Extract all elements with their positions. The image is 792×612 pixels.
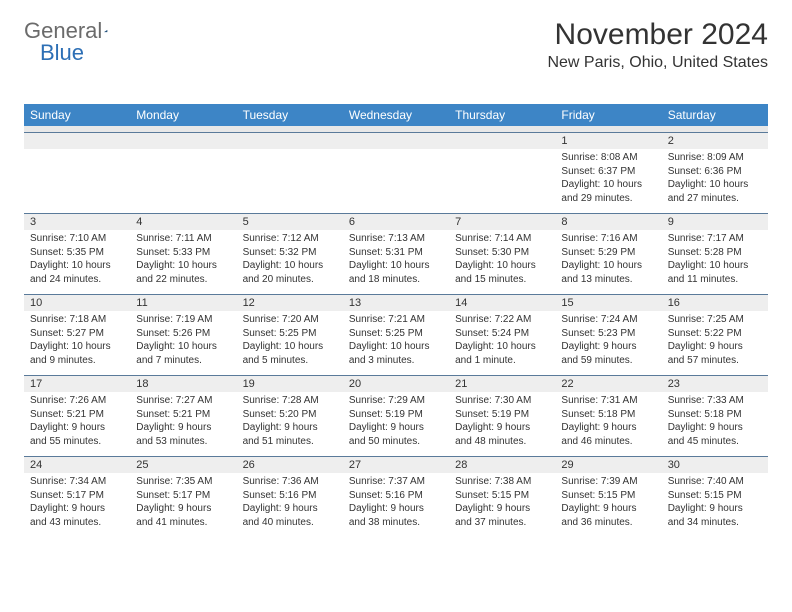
day-cell: Sunrise: 7:27 AM Sunset: 5:21 PM Dayligh…	[130, 392, 236, 456]
date-cell: 3	[24, 213, 130, 230]
date-cell: 24	[24, 456, 130, 473]
day-cell	[24, 149, 130, 213]
date-cell: 7	[449, 213, 555, 230]
date-cell: 5	[237, 213, 343, 230]
day-cell: Sunrise: 7:30 AM Sunset: 5:19 PM Dayligh…	[449, 392, 555, 456]
month-title: November 2024	[547, 18, 768, 52]
day-cell: Sunrise: 7:26 AM Sunset: 5:21 PM Dayligh…	[24, 392, 130, 456]
calendar: Sunday Monday Tuesday Wednesday Thursday…	[24, 104, 768, 537]
date-cell: 8	[555, 213, 661, 230]
date-cell: 11	[130, 294, 236, 311]
day-cell: Sunrise: 7:17 AM Sunset: 5:28 PM Dayligh…	[662, 230, 768, 294]
content-row: Sunrise: 7:18 AM Sunset: 5:27 PM Dayligh…	[24, 311, 768, 375]
logo-blue: Blue	[40, 40, 84, 66]
location: New Paris, Ohio, United States	[547, 54, 768, 72]
date-cell: 16	[662, 294, 768, 311]
day-cell	[449, 149, 555, 213]
date-cell	[343, 132, 449, 149]
day-cell: Sunrise: 7:36 AM Sunset: 5:16 PM Dayligh…	[237, 473, 343, 537]
content-row: Sunrise: 8:08 AM Sunset: 6:37 PM Dayligh…	[24, 149, 768, 213]
day-cell: Sunrise: 7:22 AM Sunset: 5:24 PM Dayligh…	[449, 311, 555, 375]
day-cell: Sunrise: 7:11 AM Sunset: 5:33 PM Dayligh…	[130, 230, 236, 294]
day-cell: Sunrise: 8:08 AM Sunset: 6:37 PM Dayligh…	[555, 149, 661, 213]
date-row: 3456789	[24, 213, 768, 230]
day-header: Monday	[130, 104, 236, 126]
day-cell: Sunrise: 7:12 AM Sunset: 5:32 PM Dayligh…	[237, 230, 343, 294]
date-cell	[24, 132, 130, 149]
day-cell: Sunrise: 7:40 AM Sunset: 5:15 PM Dayligh…	[662, 473, 768, 537]
date-cell: 10	[24, 294, 130, 311]
day-cell: Sunrise: 7:25 AM Sunset: 5:22 PM Dayligh…	[662, 311, 768, 375]
date-cell: 9	[662, 213, 768, 230]
date-cell: 21	[449, 375, 555, 392]
day-cell: Sunrise: 7:14 AM Sunset: 5:30 PM Dayligh…	[449, 230, 555, 294]
day-cell: Sunrise: 7:37 AM Sunset: 5:16 PM Dayligh…	[343, 473, 449, 537]
day-header: Friday	[555, 104, 661, 126]
day-cell: Sunrise: 7:13 AM Sunset: 5:31 PM Dayligh…	[343, 230, 449, 294]
date-cell: 15	[555, 294, 661, 311]
day-header: Tuesday	[237, 104, 343, 126]
date-cell: 14	[449, 294, 555, 311]
day-cell: Sunrise: 7:39 AM Sunset: 5:15 PM Dayligh…	[555, 473, 661, 537]
date-cell: 28	[449, 456, 555, 473]
date-cell: 4	[130, 213, 236, 230]
date-cell	[449, 132, 555, 149]
date-cell: 17	[24, 375, 130, 392]
date-cell	[237, 132, 343, 149]
date-cell: 23	[662, 375, 768, 392]
date-cell: 26	[237, 456, 343, 473]
date-cell: 29	[555, 456, 661, 473]
date-cell: 22	[555, 375, 661, 392]
day-cell	[237, 149, 343, 213]
day-cell: Sunrise: 7:18 AM Sunset: 5:27 PM Dayligh…	[24, 311, 130, 375]
content-row: Sunrise: 7:26 AM Sunset: 5:21 PM Dayligh…	[24, 392, 768, 456]
day-cell: Sunrise: 7:20 AM Sunset: 5:25 PM Dayligh…	[237, 311, 343, 375]
day-cell: Sunrise: 7:29 AM Sunset: 5:19 PM Dayligh…	[343, 392, 449, 456]
date-cell: 12	[237, 294, 343, 311]
date-cell: 6	[343, 213, 449, 230]
day-cell: Sunrise: 7:31 AM Sunset: 5:18 PM Dayligh…	[555, 392, 661, 456]
date-cell: 20	[343, 375, 449, 392]
date-row: 17181920212223	[24, 375, 768, 392]
day-cell: Sunrise: 7:34 AM Sunset: 5:17 PM Dayligh…	[24, 473, 130, 537]
day-header: Sunday	[24, 104, 130, 126]
logo-triangle-icon	[104, 24, 107, 38]
day-cell: Sunrise: 7:35 AM Sunset: 5:17 PM Dayligh…	[130, 473, 236, 537]
date-cell: 19	[237, 375, 343, 392]
date-cell: 1	[555, 132, 661, 149]
date-cell: 18	[130, 375, 236, 392]
date-cell	[130, 132, 236, 149]
date-cell: 30	[662, 456, 768, 473]
date-row: 24252627282930	[24, 456, 768, 473]
date-cell: 2	[662, 132, 768, 149]
day-cell: Sunrise: 7:33 AM Sunset: 5:18 PM Dayligh…	[662, 392, 768, 456]
day-header: Wednesday	[343, 104, 449, 126]
day-header: Thursday	[449, 104, 555, 126]
calendar-header-row: Sunday Monday Tuesday Wednesday Thursday…	[24, 104, 768, 126]
content-row: Sunrise: 7:10 AM Sunset: 5:35 PM Dayligh…	[24, 230, 768, 294]
day-cell: Sunrise: 7:24 AM Sunset: 5:23 PM Dayligh…	[555, 311, 661, 375]
day-cell: Sunrise: 7:38 AM Sunset: 5:15 PM Dayligh…	[449, 473, 555, 537]
date-row: 10111213141516	[24, 294, 768, 311]
day-cell: Sunrise: 7:21 AM Sunset: 5:25 PM Dayligh…	[343, 311, 449, 375]
day-cell	[130, 149, 236, 213]
date-cell: 27	[343, 456, 449, 473]
date-cell: 13	[343, 294, 449, 311]
title-block: November 2024 New Paris, Ohio, United St…	[547, 18, 768, 72]
day-cell: Sunrise: 7:16 AM Sunset: 5:29 PM Dayligh…	[555, 230, 661, 294]
header: General November 2024 New Paris, Ohio, U…	[24, 18, 768, 72]
day-cell: Sunrise: 8:09 AM Sunset: 6:36 PM Dayligh…	[662, 149, 768, 213]
day-cell: Sunrise: 7:28 AM Sunset: 5:20 PM Dayligh…	[237, 392, 343, 456]
day-cell	[343, 149, 449, 213]
day-cell: Sunrise: 7:10 AM Sunset: 5:35 PM Dayligh…	[24, 230, 130, 294]
day-header: Saturday	[662, 104, 768, 126]
date-cell: 25	[130, 456, 236, 473]
day-cell: Sunrise: 7:19 AM Sunset: 5:26 PM Dayligh…	[130, 311, 236, 375]
content-row: Sunrise: 7:34 AM Sunset: 5:17 PM Dayligh…	[24, 473, 768, 537]
date-row: 12	[24, 132, 768, 149]
